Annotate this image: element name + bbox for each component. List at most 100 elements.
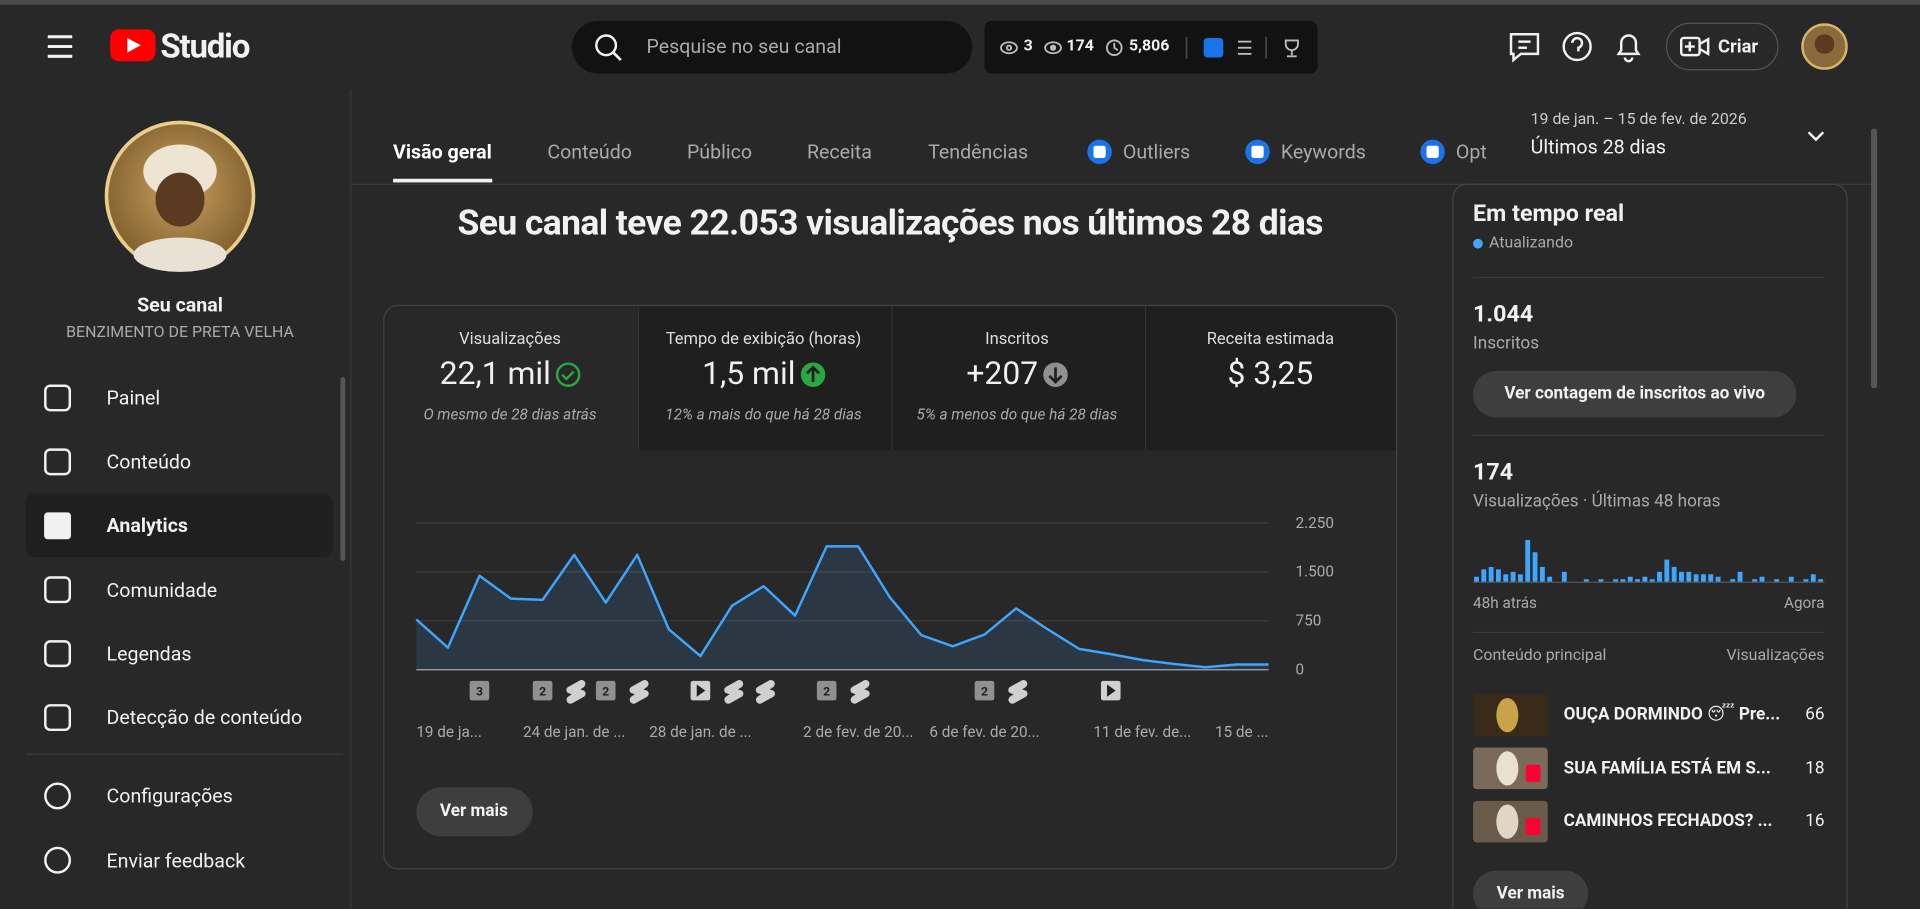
iq-icon-inner bbox=[1426, 145, 1439, 158]
bar bbox=[1613, 579, 1619, 582]
bar bbox=[1620, 579, 1626, 582]
tab[interactable]: Opt bbox=[1455, 140, 1487, 164]
tab[interactable]: Tendências bbox=[928, 140, 1029, 164]
realtime-panel bbox=[1452, 183, 1848, 909]
y-tick-label: 0 bbox=[1296, 661, 1305, 679]
x-tick-label: 2 de fev. de 20... bbox=[803, 723, 913, 741]
top-content-title: Conteúdo principal bbox=[1473, 646, 1607, 666]
metric-value: 22,1 mil bbox=[439, 355, 551, 393]
marker-group bbox=[816, 680, 837, 701]
divider bbox=[1473, 434, 1825, 436]
top-strip bbox=[0, 0, 1920, 5]
realtime-title: Em tempo real bbox=[1473, 199, 1625, 228]
nav-item[interactable]: Detecção de conteúdo bbox=[106, 705, 303, 730]
bar bbox=[1701, 574, 1706, 582]
x-tick-label: 15 de ... bbox=[1215, 723, 1269, 741]
metric-note: 12% a mais do que há 28 dias bbox=[665, 405, 862, 425]
search-icon bbox=[595, 34, 618, 57]
nav-item[interactable]: Analytics bbox=[106, 514, 188, 538]
date-range[interactable]: 19 de jan. – 15 de fev. de 2026 bbox=[1530, 110, 1747, 129]
marker-short bbox=[629, 679, 649, 704]
nav-item[interactable]: Legendas bbox=[106, 641, 192, 666]
marker-short bbox=[755, 679, 775, 704]
bar bbox=[1547, 576, 1553, 582]
thumbnail-figure bbox=[1496, 804, 1519, 839]
bar bbox=[1525, 540, 1531, 582]
metric[interactable] bbox=[1144, 306, 1396, 451]
metric[interactable] bbox=[891, 306, 1145, 451]
marker-group bbox=[974, 680, 995, 701]
marker-short bbox=[566, 679, 586, 704]
search-box[interactable] bbox=[571, 20, 973, 74]
nav-item[interactable]: Painel bbox=[106, 386, 161, 410]
nav-item[interactable]: Comunidade bbox=[106, 577, 218, 602]
y-tick-label: 2.250 bbox=[1296, 514, 1334, 532]
see-more-button[interactable] bbox=[416, 787, 533, 837]
marker-group bbox=[469, 680, 490, 701]
toolbar-icons[interactable] bbox=[1509, 31, 1641, 63]
search-placeholder[interactable]: Pesquise no seu canal bbox=[646, 34, 842, 59]
bar bbox=[1671, 566, 1677, 582]
badge-ok bbox=[561, 370, 575, 381]
nav-item[interactable]: Enviar feedback bbox=[106, 848, 246, 872]
chevron[interactable] bbox=[1807, 131, 1825, 142]
nav-icon bbox=[44, 448, 72, 476]
nav-icon bbox=[44, 576, 72, 604]
live-count-button[interactable] bbox=[1473, 371, 1797, 418]
bar bbox=[1657, 571, 1662, 582]
channel-name: BENZIMENTO DE PRETA VELHA bbox=[66, 323, 294, 342]
realtime-see-more-label[interactable]: Ver mais bbox=[1496, 883, 1565, 904]
bar bbox=[1539, 566, 1545, 582]
see-more-label[interactable]: Ver mais bbox=[439, 801, 508, 822]
content-title[interactable]: SUA FAMÍLIA ESTÁ EM S... bbox=[1563, 758, 1771, 778]
tab[interactable]: Outliers bbox=[1122, 140, 1191, 164]
create-button[interactable] bbox=[1665, 22, 1779, 71]
date-preset[interactable]: Últimos 28 dias bbox=[1530, 135, 1667, 159]
marker-short bbox=[1008, 679, 1028, 704]
short-badge bbox=[1525, 817, 1541, 836]
bar bbox=[1759, 576, 1765, 582]
content-title[interactable]: CAMINHOS FECHADOS? ... bbox=[1563, 811, 1773, 831]
tab[interactable]: Receita bbox=[806, 140, 872, 164]
overview-card bbox=[383, 304, 1398, 870]
page-scrollbar bbox=[1871, 128, 1878, 389]
menu-icon[interactable] bbox=[47, 35, 73, 58]
marker-video-play bbox=[1107, 684, 1116, 697]
marker-short bbox=[724, 679, 744, 704]
metric[interactable] bbox=[384, 306, 638, 451]
metric[interactable] bbox=[637, 306, 892, 451]
metric-label: Tempo de exibição (horas) bbox=[665, 329, 862, 349]
avatar-face bbox=[1814, 34, 1835, 54]
tabs-divider bbox=[350, 183, 1872, 185]
tab-underline bbox=[393, 178, 493, 183]
iq-icon[interactable] bbox=[1203, 37, 1224, 58]
status-dot bbox=[1473, 238, 1483, 249]
tab[interactable]: Visão geral bbox=[393, 140, 492, 164]
y-tick-label: 1.500 bbox=[1296, 563, 1334, 581]
bar bbox=[1517, 574, 1523, 582]
nav-icon bbox=[44, 846, 72, 874]
nav-item[interactable]: Configurações bbox=[106, 784, 233, 808]
nav-item[interactable]: Conteúdo bbox=[106, 450, 192, 474]
tab[interactable]: Conteúdo bbox=[547, 140, 632, 164]
realtime-see-more[interactable] bbox=[1473, 870, 1589, 909]
content-title[interactable]: OUÇA DORMINDO 😴 Pre... bbox=[1563, 704, 1781, 725]
live-count-label[interactable]: Ver contagem de inscritos ao vivo bbox=[1504, 384, 1766, 404]
bar bbox=[1752, 579, 1758, 582]
tab[interactable]: Keywords bbox=[1280, 140, 1366, 164]
content-views: 16 bbox=[1805, 811, 1825, 831]
marker-count: 2 bbox=[981, 685, 988, 699]
create-label[interactable]: Criar bbox=[1717, 35, 1759, 58]
nav-selected[interactable] bbox=[25, 493, 334, 558]
bar bbox=[1679, 571, 1684, 582]
divider bbox=[1473, 631, 1825, 634]
iq-icon-inner bbox=[1251, 145, 1264, 158]
tab[interactable]: Público bbox=[686, 140, 753, 164]
